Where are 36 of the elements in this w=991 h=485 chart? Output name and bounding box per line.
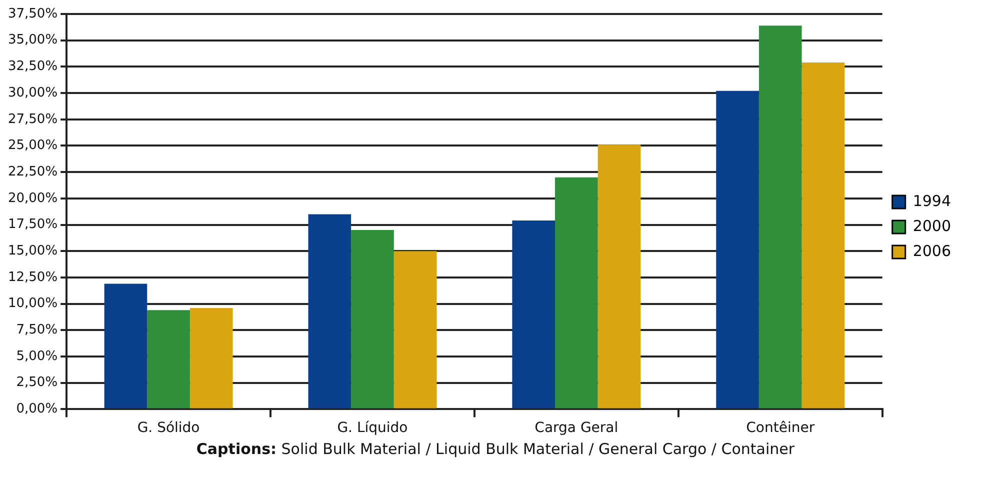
bar bbox=[758, 26, 802, 408]
y-tick-label: 22,50% bbox=[8, 164, 58, 180]
y-tick-label: 10,00% bbox=[8, 296, 58, 312]
bar bbox=[802, 62, 845, 408]
y-tick-label: 15,00% bbox=[8, 243, 58, 258]
y-tick-label: 2,50% bbox=[16, 375, 58, 390]
x-tick-label: G. Sólido bbox=[137, 420, 200, 436]
legend-label: 2000 bbox=[912, 216, 952, 235]
legend-label: 1994 bbox=[912, 192, 952, 210]
y-tick-label: 12,50% bbox=[8, 270, 58, 285]
y-tick-label: 37,50% bbox=[8, 6, 58, 22]
x-tick-label: Contêiner bbox=[746, 420, 815, 436]
y-tick-label: 30,00% bbox=[8, 85, 58, 100]
y-tick-label: 20,00% bbox=[8, 190, 58, 206]
bar bbox=[104, 284, 148, 408]
bar bbox=[716, 90, 759, 408]
legend-label: 2006 bbox=[912, 242, 952, 260]
bar bbox=[394, 251, 437, 408]
text: Captions: Solid Bulk Material / Liquid Bulk Material / General Cargo / Container bbox=[195, 440, 796, 458]
y-tick-label: 17,50% bbox=[8, 217, 58, 232]
y-tick-label: 7,50% bbox=[16, 322, 58, 338]
y-tick-label: 25,00% bbox=[8, 138, 58, 154]
bar bbox=[351, 230, 394, 408]
y-tick-label: 27,50% bbox=[8, 112, 58, 127]
bar bbox=[598, 144, 641, 408]
y-tick-label: 5,00% bbox=[16, 348, 58, 364]
bar bbox=[308, 214, 352, 408]
x-tick-label: Carga Geral bbox=[534, 420, 618, 436]
y-tick-label: 0,00% bbox=[16, 402, 58, 417]
bar bbox=[147, 310, 190, 408]
bar bbox=[190, 308, 233, 408]
bar bbox=[555, 177, 598, 408]
x-tick-label: G. Líquido bbox=[337, 420, 408, 436]
bar bbox=[512, 220, 556, 408]
y-tick-label: 32,50% bbox=[8, 59, 58, 74]
y-tick-label: 35,00% bbox=[8, 32, 58, 48]
